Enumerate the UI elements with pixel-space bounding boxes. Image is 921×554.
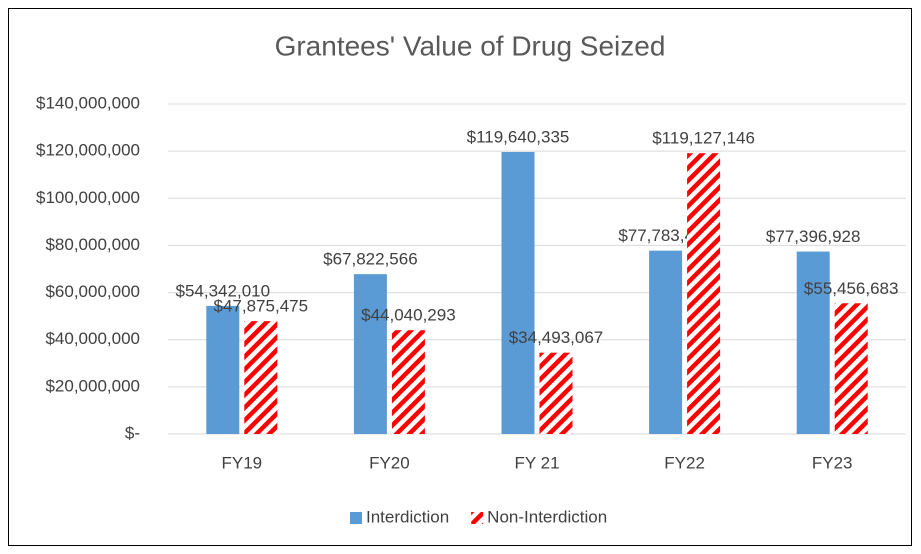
bar: [687, 153, 721, 434]
legend-label: Non-Interdiction: [487, 507, 607, 526]
bar: [391, 330, 425, 434]
chart-border: [8, 8, 912, 546]
y-tick-label: $80,000,000: [45, 235, 140, 254]
legend-label: Interdiction: [366, 507, 449, 526]
y-tick-label: $-: [125, 423, 140, 442]
y-tick-label: $100,000,000: [36, 188, 140, 207]
data-label: $55,456,683: [804, 279, 899, 298]
y-tick-label: $140,000,000: [36, 93, 140, 112]
bar: [353, 274, 387, 434]
bar: [501, 151, 535, 434]
bar: [796, 251, 830, 434]
y-tick-label: $20,000,000: [45, 376, 140, 395]
bar: [834, 303, 868, 434]
bar: [649, 250, 683, 434]
data-label: $119,127,146: [652, 129, 755, 148]
legend-swatch: [471, 512, 484, 524]
bar: [244, 321, 278, 434]
y-tick-label: $40,000,000: [45, 329, 140, 348]
x-tick-label: FY23: [812, 453, 853, 472]
y-tick-label: $60,000,000: [45, 282, 140, 301]
x-tick-label: FY 21: [514, 453, 559, 472]
data-label: $34,493,067: [509, 328, 604, 347]
data-label: $77,396,928: [766, 227, 861, 246]
x-tick-label: FY19: [221, 453, 262, 472]
data-label: $44,040,293: [361, 306, 456, 325]
y-tick-label: $120,000,000: [36, 141, 140, 160]
data-label: $119,640,335: [467, 127, 570, 146]
data-label: $54,342,010: [176, 281, 271, 300]
bar: [206, 305, 240, 434]
bar: [539, 352, 573, 434]
data-label: $47,875,475: [214, 297, 309, 316]
chart-title: Grantees' Value of Drug Seized: [275, 30, 666, 61]
legend-swatch: [350, 512, 362, 524]
data-label: $67,822,566: [323, 250, 418, 269]
x-tick-label: FY20: [369, 453, 410, 472]
x-tick-label: FY22: [664, 453, 705, 472]
